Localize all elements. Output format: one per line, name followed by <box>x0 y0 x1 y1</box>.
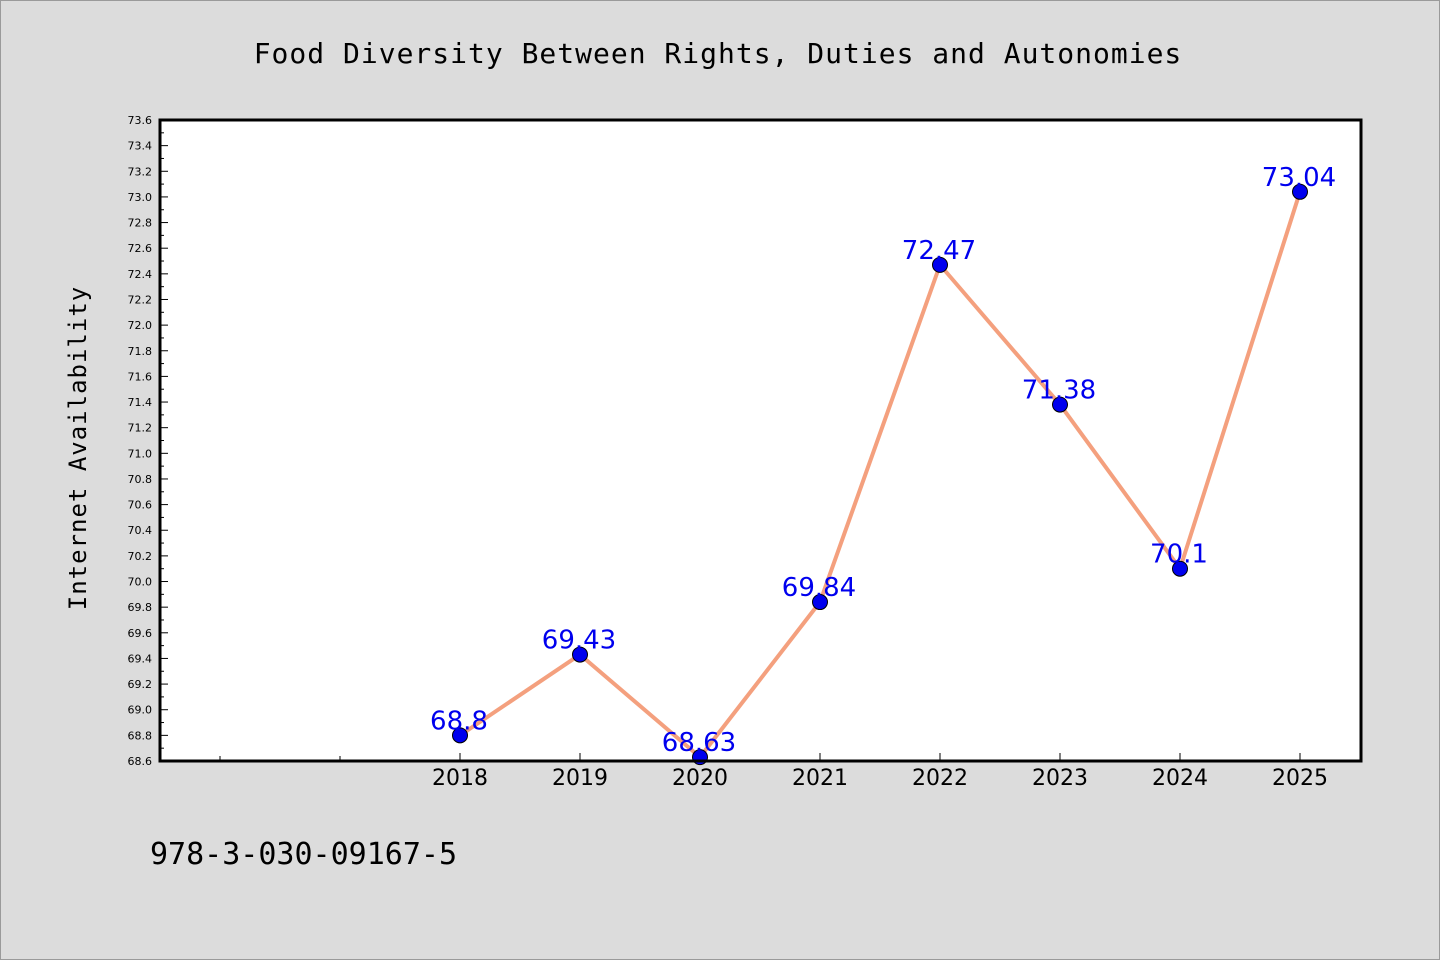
y-axis-label: Internet Availability <box>64 286 92 610</box>
y-tick-label: 70.0 <box>128 576 153 589</box>
data-label: 72.47 <box>902 236 976 266</box>
y-tick-label: 68.6 <box>128 755 153 768</box>
y-tick-label: 71.4 <box>128 396 153 409</box>
y-tick-label: 72.6 <box>128 242 153 255</box>
y-tick-label: 72.4 <box>128 268 153 281</box>
plot-frame <box>158 118 1363 763</box>
y-tick-label: 70.6 <box>128 499 153 512</box>
x-axis: 2018 2019 2020 2021 2022 2023 2024 2025 <box>219 753 1328 791</box>
y-tick-label: 73.6 <box>128 114 153 127</box>
data-label: 69.43 <box>542 626 616 656</box>
x-tick-label: 2025 <box>1272 766 1328 791</box>
data-point <box>452 727 468 744</box>
y-tick-label: 72.8 <box>128 217 153 230</box>
data-point <box>1172 560 1188 577</box>
y-tick-label: 68.8 <box>128 729 153 742</box>
x-tick-label: 2022 <box>912 766 968 791</box>
y-tick-label: 69.2 <box>128 678 153 691</box>
y-tick-label: 73.2 <box>128 165 153 178</box>
x-tick-label: 2019 <box>552 766 608 791</box>
y-tick-label: 69.4 <box>128 652 153 665</box>
y-tick-label: 71.0 <box>128 447 153 460</box>
plot-area <box>160 120 1361 761</box>
x-tick-label: 2023 <box>1032 766 1088 791</box>
data-label: 68.63 <box>662 728 736 758</box>
data-label: 70.1 <box>1150 540 1208 570</box>
y-tick-label: 71.2 <box>128 422 153 435</box>
x-tick-label: 2020 <box>672 766 728 791</box>
y-axis: 68.6 68.8 69.0 69.2 69.4 69.6 69.8 70.0 70.2 70.4… <box>128 114 168 768</box>
data-point <box>1052 396 1068 413</box>
series-line <box>458 191 1302 760</box>
data-point <box>1292 183 1308 200</box>
x-tick-label: 2018 <box>432 766 488 791</box>
y-tick-label: 73.0 <box>128 191 153 204</box>
y-tick-label: 69.6 <box>128 627 153 640</box>
y-tick-label: 69.0 <box>128 704 153 717</box>
chart-title: Food Diversity Between Rights, Duties an… <box>254 37 1183 70</box>
isbn-text: 978-3-030-09167-5 <box>150 837 457 872</box>
y-tick-label: 71.6 <box>128 370 153 383</box>
data-label: 68.8 <box>430 706 488 736</box>
y-tick-label: 72.0 <box>128 319 153 332</box>
data-point <box>932 256 948 273</box>
y-tick-label: 72.2 <box>128 293 153 306</box>
data-point <box>812 594 828 611</box>
data-point <box>572 646 588 663</box>
y-tick-label: 71.8 <box>128 345 153 358</box>
y-tick-label: 69.8 <box>128 601 153 614</box>
data-labels: 68.8 69.43 68.63 69.84 72.47 71.38 70.1 73.04 <box>430 163 1336 758</box>
y-tick-label: 70.2 <box>128 550 153 563</box>
y-tick-label: 73.4 <box>128 140 153 153</box>
data-label: 71.38 <box>1022 376 1096 406</box>
x-tick-label: 2024 <box>1152 766 1208 791</box>
y-tick-label: 70.4 <box>128 524 153 537</box>
data-label: 73.04 <box>1262 163 1336 193</box>
data-label: 69.84 <box>782 573 856 603</box>
y-tick-label: 70.8 <box>128 473 153 486</box>
x-tick-label: 2021 <box>792 766 848 791</box>
